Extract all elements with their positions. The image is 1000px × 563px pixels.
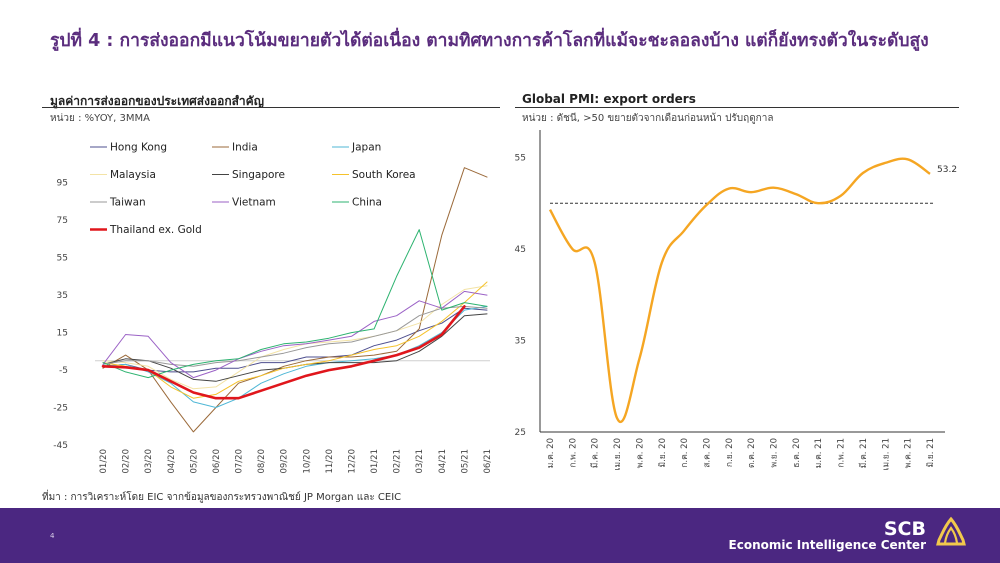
left-y-tick-label: 95 bbox=[57, 179, 68, 189]
right-y-tick-label: 35 bbox=[515, 336, 526, 346]
left-x-tick-label: 11/20 bbox=[325, 449, 335, 474]
right-x-tick-label: ก.ย. 20 bbox=[725, 438, 735, 467]
right-x-tick-label: ต.ค. 20 bbox=[747, 438, 757, 468]
left-x-tick-label: 07/20 bbox=[235, 449, 245, 474]
left-y-tick-label: -25 bbox=[53, 404, 68, 414]
footer-bar: 4 SCB Economic Intelligence Center bbox=[0, 508, 1000, 563]
left-x-tick-label: 01/20 bbox=[99, 449, 109, 474]
right-x-tick-label: ก.ค. 20 bbox=[680, 438, 690, 468]
right-x-tick-label: ก.พ. 20 bbox=[568, 438, 578, 468]
left-x-tick-label: 01/21 bbox=[370, 449, 380, 474]
legend-label-china: China bbox=[352, 197, 382, 209]
left-x-tick-label: 02/21 bbox=[393, 449, 403, 474]
left-y-tick-label: 55 bbox=[57, 254, 68, 264]
legend-label-india: India bbox=[232, 142, 258, 154]
left-x-tick-label: 09/20 bbox=[280, 449, 290, 474]
legend-label-malaysia: Malaysia bbox=[110, 169, 156, 181]
left-chart-title: มูลค่าการส่งออกของประเทศส่งออกสำคัญ bbox=[50, 94, 264, 108]
brand-subtitle: Economic Intelligence Center bbox=[728, 538, 926, 552]
right-x-tick-label: ม.ค. 21 bbox=[814, 438, 824, 468]
legend-label-taiwan: Taiwan bbox=[109, 197, 146, 209]
legend-label-hong-kong: Hong Kong bbox=[110, 142, 167, 154]
right-x-tick-label: ส.ค. 20 bbox=[702, 438, 712, 468]
left-y-tick-label: 15 bbox=[57, 329, 68, 339]
left-x-tick-label: 06/21 bbox=[483, 449, 493, 474]
right-chart-title: Global PMI: export orders bbox=[522, 92, 696, 106]
right-y-tick-label: 45 bbox=[515, 245, 526, 255]
right-y-tick-label: 55 bbox=[515, 153, 526, 163]
right-x-tick-label: เม.ย. 21 bbox=[881, 438, 891, 470]
brand-name: SCB bbox=[883, 518, 926, 540]
right-title-rule bbox=[515, 107, 959, 108]
right-y-tick-label: 25 bbox=[515, 428, 526, 438]
right-x-tick-label: มี.ค. 21 bbox=[858, 438, 869, 468]
left-x-tick-label: 02/20 bbox=[122, 449, 132, 474]
left-title-rule bbox=[42, 107, 500, 108]
left-x-tick-label: 04/20 bbox=[167, 449, 177, 474]
right-unit-note: หน่วย : ดัชนี, >50 ขยายตัวจากเดือนก่อนหน… bbox=[522, 113, 774, 124]
right-x-tick-label: มิ.ย. 21 bbox=[926, 438, 936, 468]
right-x-tick-label: ธ.ค. 20 bbox=[792, 438, 802, 468]
left-x-tick-label: 10/20 bbox=[302, 449, 312, 474]
left-x-tick-label: 03/21 bbox=[415, 449, 425, 474]
page-number: 4 bbox=[50, 532, 55, 540]
right-x-tick-label: มิ.ย. 20 bbox=[658, 438, 668, 468]
series-line-thailand-ex-gold bbox=[101, 305, 466, 400]
right-line-chart: 55 45 35 25 ม.ค. 20 ก.พ. 20 มี.ค. 20 เม.ย. 20 พ.… bbox=[515, 130, 957, 470]
right-x-tick-label: พ.ค. 20 bbox=[635, 438, 645, 468]
left-y-tick-label: -5 bbox=[59, 366, 68, 376]
left-x-tick-label: 06/20 bbox=[212, 449, 222, 474]
left-y-tick-label: 35 bbox=[57, 291, 68, 301]
left-y-tick-label: 75 bbox=[57, 216, 68, 226]
series-line-global-pmi-export-orders bbox=[548, 157, 931, 423]
left-x-tick-label: 12/20 bbox=[347, 449, 357, 474]
series-line-japan bbox=[102, 305, 488, 408]
series-line-china bbox=[102, 229, 488, 379]
right-x-tick-label: ม.ค. 20 bbox=[546, 438, 556, 468]
left-x-tick-label: 05/21 bbox=[460, 449, 470, 474]
source-note: ที่มา : การวิเคราะห์โดย EIC จากข้อมูลของ… bbox=[42, 492, 402, 503]
left-unit-note: หน่วย : %YOY, 3MMA bbox=[50, 113, 150, 124]
series-line-vietnam bbox=[102, 290, 488, 379]
legend-label-south-korea: South Korea bbox=[352, 169, 416, 181]
series-line-taiwan bbox=[102, 305, 488, 367]
left-x-tick-label: 05/20 bbox=[189, 449, 199, 474]
legend-label-vietnam: Vietnam bbox=[232, 197, 276, 209]
scb-lotus-logo-icon bbox=[936, 516, 966, 546]
left-x-tick-label: 03/20 bbox=[144, 449, 154, 474]
legend-label-singapore: Singapore bbox=[232, 169, 285, 181]
right-x-tick-label: ก.พ. 21 bbox=[837, 438, 847, 468]
left-y-tick-label: -45 bbox=[53, 441, 68, 451]
right-x-tick-label: พ.ค. 21 bbox=[904, 438, 914, 468]
right-x-tick-label: พ.ย. 20 bbox=[770, 438, 780, 468]
end-value-label: 53.2 bbox=[937, 165, 957, 175]
right-x-tick-label: มี.ค. 20 bbox=[590, 438, 601, 468]
legend-label-japan: Japan bbox=[351, 142, 381, 154]
slide-title: รูปที่ 4 : การส่งออกมีแนวโน้มขยายตัวได้ต… bbox=[50, 31, 929, 51]
series-line-malaysia bbox=[102, 285, 488, 390]
left-x-tick-label: 04/21 bbox=[438, 449, 448, 474]
legend-label-thailand-ex-gold: Thailand ex. Gold bbox=[109, 224, 202, 236]
right-x-tick-label: เม.ย. 20 bbox=[613, 438, 623, 470]
left-line-chart: 95 75 55 35 15 -5 -25 -45 01/20 02/20 03/20 04/20 05… bbox=[53, 142, 493, 474]
left-x-tick-label: 08/20 bbox=[257, 449, 267, 474]
series-line-south-korea bbox=[102, 281, 488, 399]
series-line-india bbox=[102, 167, 488, 433]
